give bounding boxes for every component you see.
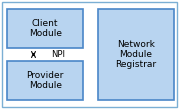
Text: Client
Module: Client Module	[29, 19, 62, 38]
FancyBboxPatch shape	[98, 9, 174, 100]
Text: Provider
Module: Provider Module	[27, 71, 64, 90]
FancyBboxPatch shape	[7, 61, 83, 100]
Text: NPI: NPI	[52, 50, 66, 59]
FancyBboxPatch shape	[2, 2, 177, 107]
Text: Network
Module
Registrar: Network Module Registrar	[115, 40, 156, 69]
FancyBboxPatch shape	[7, 9, 83, 48]
